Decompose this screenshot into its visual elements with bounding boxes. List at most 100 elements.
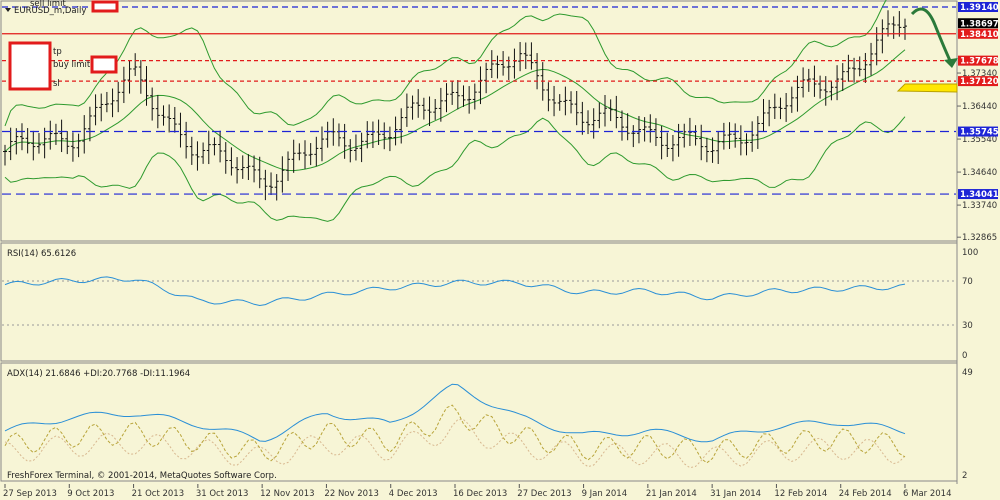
rsi-title: RSI(14) 65.6126	[7, 249, 76, 259]
price-bar	[172, 106, 177, 133]
price-bar	[818, 75, 823, 99]
time-tick-label: 24 Feb 2014	[839, 489, 892, 499]
price-bar	[3, 144, 7, 166]
minus-di-line	[4, 419, 906, 469]
price-bar	[648, 114, 653, 143]
time-tick-label: 31 Jan 2014	[710, 489, 761, 499]
adx-line	[4, 383, 906, 443]
price-bar	[353, 134, 358, 161]
time-tick-label: 21 Jan 2014	[646, 489, 697, 499]
price-bar	[133, 53, 138, 76]
price-bar	[104, 91, 109, 113]
rsi-level-label: 70	[962, 277, 973, 287]
price-bar	[557, 94, 562, 111]
time-tick-label: 9 Jan 2014	[582, 489, 628, 499]
price-tick-label: 1.33740	[962, 201, 997, 211]
price-bar	[416, 89, 421, 118]
price-bar	[184, 121, 189, 159]
price-bar	[336, 123, 341, 147]
price-bar	[806, 68, 811, 92]
price-bar	[852, 57, 857, 83]
price-bar	[303, 140, 307, 169]
price-bar	[150, 87, 155, 121]
price-bar	[99, 93, 104, 122]
price-bar	[155, 95, 160, 129]
time-tick-label: 27 Sep 2013	[3, 489, 57, 499]
price-bar	[699, 124, 704, 161]
time-tick-label: 21 Oct 2013	[132, 489, 185, 499]
price-bar	[767, 99, 772, 127]
price-bar	[93, 94, 98, 126]
price-bar	[535, 53, 540, 90]
main-panel	[0, 0, 958, 242]
price-label: 1.37678	[960, 57, 999, 67]
price-bar	[240, 155, 245, 179]
price-bar	[603, 94, 607, 127]
price-bar	[229, 147, 234, 176]
price-bar	[874, 27, 879, 66]
price-bar	[427, 96, 432, 127]
price-bar	[597, 102, 602, 129]
price-label: 1.38697	[960, 19, 999, 29]
price-bar	[269, 172, 274, 196]
time-tick-label: 22 Nov 2013	[324, 489, 378, 499]
rsi-level-label: 30	[962, 321, 973, 331]
price-bar	[495, 55, 500, 79]
time-tick-label: 4 Dec 2013	[389, 489, 438, 499]
price-bar	[823, 76, 828, 106]
price-label: 1.37120	[960, 77, 999, 87]
price-bar	[750, 121, 755, 152]
copyright: FreshForex Terminal, © 2001-2014, MetaQu…	[7, 471, 277, 481]
buy-limit-marker[interactable]	[90, 55, 118, 74]
price-bar	[76, 133, 81, 158]
rsi-panel	[0, 242, 958, 362]
price-bar	[410, 95, 415, 120]
bollinger-bands	[4, 0, 906, 222]
price-bar	[206, 130, 211, 165]
price-tick-label: 1.34640	[962, 168, 997, 178]
price-bar	[444, 83, 449, 113]
price-bar	[733, 123, 738, 148]
sl-label: sl	[53, 79, 60, 89]
price-bar	[716, 131, 721, 164]
price-bar	[484, 62, 489, 94]
price-bar	[631, 125, 636, 148]
sell-limit-marker[interactable]	[91, 0, 119, 13]
order-panel-marker[interactable]	[8, 41, 52, 91]
price-bar	[87, 106, 92, 142]
price-bar	[450, 80, 455, 105]
price-bar	[252, 155, 257, 183]
price-bar	[246, 154, 251, 180]
price-bar	[676, 123, 681, 157]
time-tick-label: 12 Nov 2013	[260, 489, 314, 499]
price-tick-label: 1.35540	[962, 135, 997, 145]
price-bar	[25, 128, 30, 154]
price-bar	[376, 119, 381, 146]
price-bar	[665, 132, 670, 157]
price-bar	[574, 91, 579, 126]
price-bar	[319, 126, 324, 162]
price-bar	[755, 116, 760, 149]
price-label-box	[958, 76, 998, 87]
price-bar	[501, 51, 506, 76]
price-bar	[704, 137, 709, 163]
price-bar	[886, 10, 891, 37]
price-bar	[880, 19, 885, 54]
price-bar	[682, 123, 687, 148]
price-bar	[829, 80, 834, 101]
price-bar	[65, 131, 70, 155]
price-bar	[212, 137, 217, 156]
price-bar	[744, 133, 749, 156]
price-bar	[772, 93, 777, 119]
time-axis: 27 Sep 2013 9 Oct 2013 21 Oct 2013 31 Oct 2…	[3, 484, 951, 499]
adx-title: ADX(14) 21.6846 +DI:20.7768 -DI:11.1964	[7, 369, 190, 379]
adx-level-label: 49	[962, 368, 973, 378]
menu-arrow-icon[interactable]	[5, 8, 11, 12]
price-bar	[53, 123, 58, 145]
price-bar	[761, 99, 766, 132]
price-label-box	[958, 126, 998, 137]
price-bar	[789, 86, 794, 113]
price-bar	[552, 85, 557, 117]
price-bar	[370, 121, 375, 148]
